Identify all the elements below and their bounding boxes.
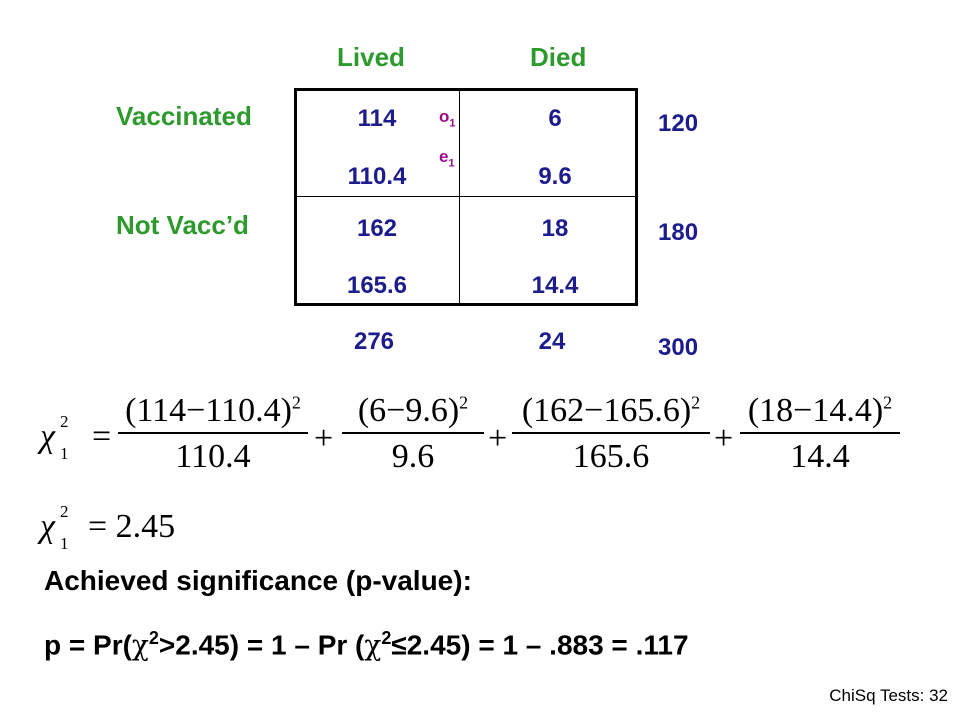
e1-label: e1 <box>439 147 455 170</box>
significance-heading: Achieved significance (p-value): <box>44 565 472 596</box>
cell-vaccinated-died-expected: 9.6 <box>538 163 572 190</box>
plus-sign-3: + <box>714 420 734 457</box>
col-header-died: Died <box>530 42 587 72</box>
cell-vaccinated-lived-observed: 114 <box>357 105 397 132</box>
cell-notvacc-died-expected: 14.4 <box>531 272 579 299</box>
equals-sign: = <box>92 418 112 455</box>
cell-notvacc-died-observed: 18 <box>541 215 569 242</box>
chi-symbol: χ <box>40 418 55 455</box>
result-value: = 2.45 <box>88 508 176 545</box>
plus-sign-1: + <box>314 420 334 457</box>
o1-label: o1 <box>439 107 456 130</box>
chi-subscript: 1 <box>60 444 69 463</box>
slide-footer: ChiSq Tests: 32 <box>829 686 948 705</box>
chi-result-superscript: 2 <box>60 502 69 521</box>
row-header-not-vaccinated: Not Vacc’d <box>116 210 249 240</box>
table-divider-horizontal <box>297 196 635 197</box>
row-header-vaccinated: Vaccinated <box>116 101 252 131</box>
cell-notvacc-lived-observed: 162 <box>356 215 398 242</box>
row-total-vaccinated: 120 <box>658 110 699 137</box>
col-header-lived: Lived <box>337 42 405 72</box>
col-total-lived: 276 <box>353 328 395 355</box>
chi-symbol-result: χ <box>40 508 55 545</box>
chi-superscript: 2 <box>60 412 69 431</box>
row-total-not-vaccinated: 180 <box>658 219 699 246</box>
grand-total: 300 <box>658 334 699 361</box>
chi-result-subscript: 1 <box>60 534 69 553</box>
fraction-term-4: (18−14.4)2 14.4 <box>740 392 900 476</box>
cell-vaccinated-died-observed: 6 <box>548 105 562 132</box>
contingency-table: 114 110.4 o1 e1 6 9.6 162 165.6 18 14.4 <box>294 88 638 306</box>
fraction-term-2: (6−9.6)2 9.6 <box>342 392 484 476</box>
cell-vaccinated-lived-expected: 110.4 <box>347 163 407 190</box>
col-total-died: 24 <box>538 328 566 355</box>
plus-sign-2: + <box>488 420 508 457</box>
fraction-term-3: (162−165.6)2 165.6 <box>512 392 710 476</box>
table-divider-vertical <box>459 91 460 303</box>
cell-notvacc-lived-expected: 165.6 <box>346 272 408 299</box>
p-value-line: p = Pr(χ2>2.45) = 1 – Pr (χ2≤2.45) = 1 –… <box>44 628 689 662</box>
fraction-term-1: (114−110.4)2 110.4 <box>118 392 308 476</box>
